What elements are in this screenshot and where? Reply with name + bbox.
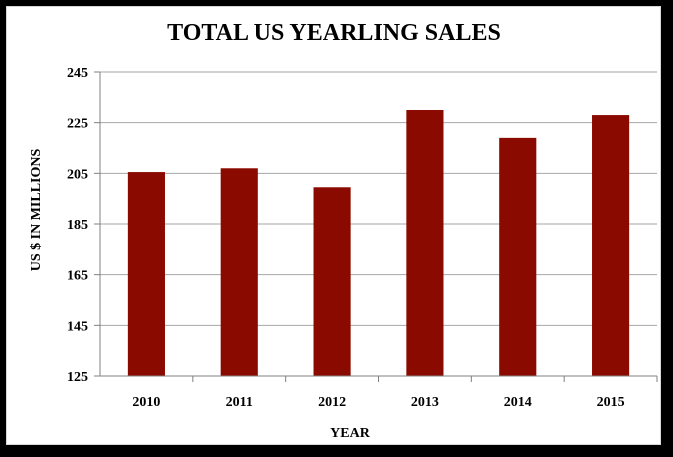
bar [406, 110, 444, 376]
bar [220, 168, 258, 376]
x-tick-label: 2012 [318, 395, 346, 410]
y-tick-label: 185 [67, 218, 88, 233]
y-tick-label: 125 [67, 370, 88, 385]
bar [127, 172, 165, 376]
y-tick-labels: 125 145 165 185 205 225 245 [67, 66, 88, 385]
bar [499, 137, 537, 376]
y-tick-label: 165 [67, 269, 88, 284]
bar [313, 187, 351, 376]
y-tick-label: 145 [67, 319, 88, 334]
x-tick-labels: 2010 2011 2012 2013 2014 2015 [132, 395, 624, 410]
x-axis-label: YEAR [330, 426, 371, 441]
axes [99, 72, 658, 382]
x-tick-label: 2014 [504, 395, 532, 410]
chart-title: TOTAL US YEARLING SALES [167, 20, 501, 46]
y-tick-label: 225 [67, 117, 88, 132]
x-tick-label: 2010 [132, 395, 160, 410]
x-tick-label: 2011 [226, 395, 253, 410]
x-tick-label: 2015 [597, 395, 625, 410]
bars [127, 110, 630, 377]
y-axis-label: US $ IN MILLIONS [29, 149, 44, 272]
y-tick-label: 205 [67, 167, 88, 182]
x-tick-label: 2013 [411, 395, 439, 410]
y-tick-label: 245 [67, 66, 88, 81]
frame-shadow [661, 14, 669, 453]
bar [592, 115, 630, 377]
gridlines [94, 71, 657, 377]
